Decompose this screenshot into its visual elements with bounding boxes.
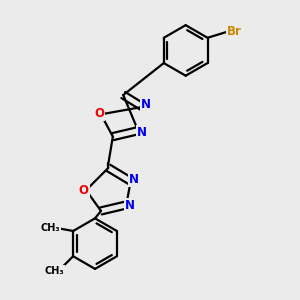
Text: O: O <box>94 106 104 120</box>
Text: O: O <box>79 184 89 196</box>
Text: CH₃: CH₃ <box>45 266 64 276</box>
Text: N: N <box>141 98 151 111</box>
Text: N: N <box>137 126 147 139</box>
Text: Br: Br <box>227 26 242 38</box>
Text: N: N <box>129 173 139 186</box>
Text: CH₃: CH₃ <box>40 223 60 233</box>
Text: N: N <box>125 200 135 212</box>
